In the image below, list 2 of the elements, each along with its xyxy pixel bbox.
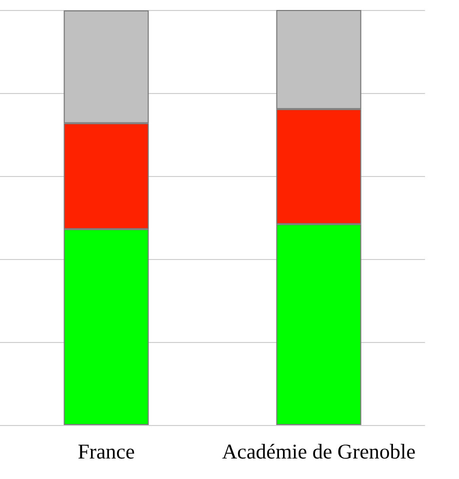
x-tick-label: Académie de Grenoble xyxy=(222,440,416,464)
x-tick-label: France xyxy=(78,440,135,464)
